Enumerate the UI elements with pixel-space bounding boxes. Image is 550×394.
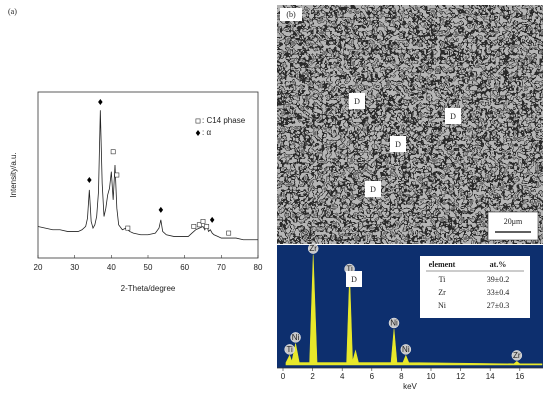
spectrum-label: D	[351, 275, 357, 284]
peak-label: Zr	[309, 244, 317, 253]
region-label: D	[450, 112, 456, 121]
region-label-box	[390, 136, 406, 152]
eds-spectrum	[285, 254, 543, 366]
panel-label: (b)	[286, 10, 296, 19]
region-label: D	[354, 97, 360, 106]
table-cell: Zr	[438, 288, 446, 297]
scale-bar-box	[487, 211, 539, 241]
peak-label: Ni	[402, 345, 410, 354]
diamond-marker	[209, 216, 215, 223]
x-tick-label: 70	[217, 263, 226, 272]
square-marker	[125, 225, 131, 231]
region-label-box	[365, 181, 381, 197]
x-tick-label: 12	[456, 372, 465, 381]
panel-label-box	[280, 8, 302, 21]
x-tick-label: 4	[340, 372, 345, 381]
sem-image	[277, 5, 543, 244]
peak-label: Ni	[292, 333, 300, 342]
region-label: D	[395, 140, 401, 149]
peak-label: Ti	[286, 345, 293, 354]
peak-label-circle	[388, 317, 400, 329]
square-marker	[226, 230, 232, 236]
spectrum-label-box	[346, 271, 362, 287]
region-label-box	[445, 108, 461, 124]
diamond-marker	[87, 176, 92, 183]
scale-bar-label: 20μm	[504, 217, 523, 226]
square-marker	[200, 219, 206, 224]
diamond-marker	[158, 206, 164, 213]
table-cell: Ti	[439, 275, 447, 284]
table-box	[420, 256, 530, 318]
peak-label-circle	[400, 344, 412, 355]
peak-label: Ni	[390, 319, 398, 328]
peak-label-circle	[307, 243, 319, 254]
peak-label-circle	[290, 332, 301, 343]
x-tick-label: 6	[370, 372, 375, 381]
table-header: element	[429, 260, 456, 269]
x-tick-label: 10	[427, 372, 436, 381]
table-cell: Ni	[438, 301, 447, 310]
x-axis-label: keV	[403, 382, 417, 391]
legend-label: : α	[202, 128, 211, 137]
x-tick-label: 60	[180, 263, 189, 272]
diamond-marker	[98, 98, 103, 105]
square-marker	[195, 118, 201, 124]
peak-label-circle	[511, 350, 523, 361]
x-tick-label: 8	[399, 372, 404, 381]
square-marker	[110, 149, 116, 155]
x-tick-label: 2	[310, 372, 315, 381]
x-tick-label: 80	[254, 263, 263, 272]
square-marker	[204, 224, 210, 229]
peak-label-circle	[284, 344, 295, 355]
square-marker	[196, 222, 202, 228]
panel-label: (a)	[8, 7, 17, 16]
x-tick-label: 30	[70, 263, 79, 272]
x-tick-label: 0	[281, 372, 286, 381]
legend-label: : C14 phase	[202, 116, 246, 125]
x-tick-label: 14	[486, 372, 495, 381]
x-tick-label: 16	[515, 372, 524, 381]
x-tick-label: 50	[144, 263, 153, 272]
table-cell: 33±0.4	[487, 288, 509, 297]
region-label-box	[349, 93, 365, 109]
square-marker	[191, 224, 197, 229]
x-tick-label: 20	[34, 263, 43, 272]
x-tick-label: 40	[107, 263, 116, 272]
peak-label: Zr	[513, 351, 521, 360]
y-axis-label: Intensity/a.u.	[9, 152, 18, 197]
table-cell: 27±0.3	[487, 301, 509, 310]
region-label: D	[370, 185, 376, 194]
peak-label: Ti	[346, 265, 353, 274]
square-marker	[114, 172, 120, 178]
table-header: at.%	[490, 260, 507, 269]
table-cell: 39±0.2	[487, 275, 509, 284]
diamond-marker	[195, 130, 201, 136]
xrd-line	[37, 110, 258, 241]
x-axis-label: 2-Theta/degree	[121, 284, 176, 293]
